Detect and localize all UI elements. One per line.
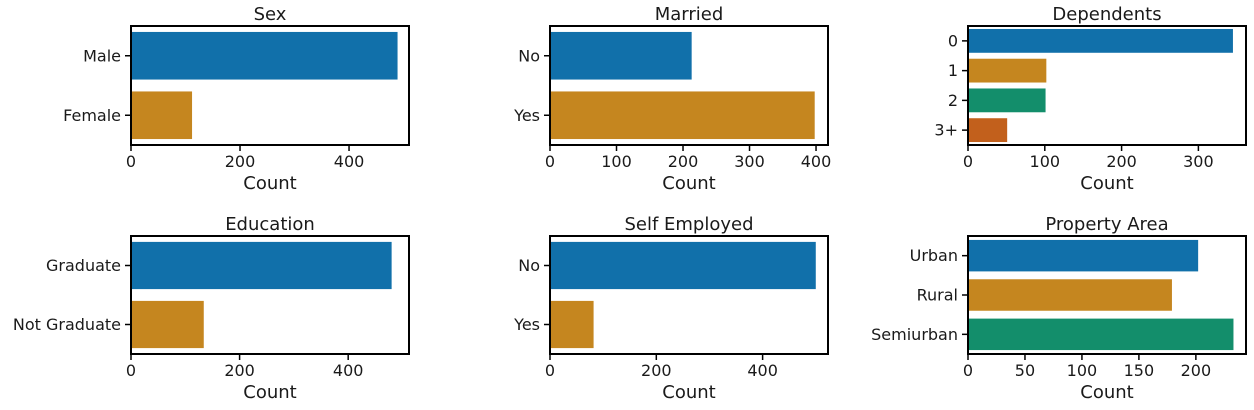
property-area-xtick-label: 100 <box>1067 361 1098 380</box>
education-chart: Graduate Not Graduate 0 200 400 Count Educatio… <box>13 214 410 403</box>
married-ytick-label: Yes <box>513 106 540 125</box>
married-xtick-label: 400 <box>801 152 832 171</box>
education-xtick-label: 200 <box>224 361 255 380</box>
sex-title: Sex <box>254 4 287 25</box>
married-axes-frame <box>549 25 829 146</box>
married-ytick-label: No <box>518 46 540 65</box>
self-employed-axes-frame <box>549 235 829 355</box>
education-bar-graduate <box>131 241 392 290</box>
sex-chart: Male Female 0 200 400 Count Sex <box>63 4 410 194</box>
property-area-ytick-label: Semiurban <box>871 325 958 344</box>
married-xtick-label: 200 <box>668 152 699 171</box>
married-xtick-label: 300 <box>734 152 765 171</box>
self-employed-xlabel: Count <box>662 382 715 403</box>
self-employed-ytick-label: No <box>518 256 540 275</box>
married-xlabel: Count <box>662 173 715 194</box>
self-employed-bar-no <box>550 241 816 290</box>
sex-ytick-label: Female <box>63 106 121 125</box>
dependents-ytick-label: 3+ <box>934 121 958 140</box>
dependents-xtick-label: 0 <box>963 152 973 171</box>
dependents-xtick-label: 200 <box>1106 152 1137 171</box>
married-chart: No Yes 0 100 200 300 400 Count Married <box>513 4 831 194</box>
property-area-bar-semiurban <box>968 318 1234 351</box>
property-area-chart: Urban Rural Semiurban 0 50 100 150 200 Count Prop… <box>871 214 1247 403</box>
married-bar-no <box>550 31 692 80</box>
self-employed-xtick-label: 400 <box>747 361 778 380</box>
property-area-xtick-label: 200 <box>1181 361 1212 380</box>
sex-xtick-label: 400 <box>334 152 365 171</box>
dependents-axes-frame <box>967 25 1247 146</box>
property-area-xtick-label: 150 <box>1124 361 1155 380</box>
self-employed-chart: No Yes 0 200 400 Count Self Employed <box>513 214 829 403</box>
dependents-bar-2 <box>968 88 1046 113</box>
property-area-ytick-label: Urban <box>910 246 958 265</box>
married-xtick-label: 100 <box>601 152 632 171</box>
sex-ytick-label: Male <box>83 46 121 65</box>
self-employed-xtick-label: 200 <box>641 361 672 380</box>
dependents-ytick-label: 1 <box>948 61 958 80</box>
property-area-bar-rural <box>968 279 1172 311</box>
married-title: Married <box>655 4 724 25</box>
education-ytick-label: Not Graduate <box>13 315 121 334</box>
education-xlabel: Count <box>243 382 296 403</box>
education-ytick-label: Graduate <box>46 256 121 275</box>
dependents-xtick-label: 100 <box>1030 152 1061 171</box>
property-area-axes-frame <box>967 235 1247 355</box>
self-employed-title: Self Employed <box>624 214 753 235</box>
dependents-ytick-label: 2 <box>948 91 958 110</box>
dependents-chart: 0 1 2 3+ 0 100 200 300 Count Dependents <box>934 4 1247 194</box>
education-title: Education <box>225 214 315 235</box>
education-axes-frame <box>130 235 410 355</box>
dependents-xlabel: Count <box>1080 173 1133 194</box>
dependents-xtick-label: 300 <box>1183 152 1214 171</box>
education-bar-not-graduate <box>131 300 204 349</box>
self-employed-ytick-label: Yes <box>513 315 540 334</box>
dependents-ytick-label: 0 <box>948 31 958 50</box>
self-employed-bar-yes <box>550 300 594 349</box>
property-area-xtick-label: 0 <box>963 361 973 380</box>
dependents-title: Dependents <box>1052 4 1161 25</box>
sex-axes-frame <box>130 25 410 146</box>
self-employed-xtick-label: 0 <box>545 361 555 380</box>
property-area-xtick-label: 50 <box>1015 361 1035 380</box>
married-bar-yes <box>550 91 815 140</box>
education-xtick-label: 400 <box>333 361 364 380</box>
sex-xlabel: Count <box>243 173 296 194</box>
property-area-ytick-label: Rural <box>917 286 958 305</box>
sex-xtick-label: 0 <box>126 152 136 171</box>
dependents-bar-1 <box>968 58 1047 83</box>
sex-bar-female <box>131 91 193 140</box>
sex-bar-male <box>131 31 398 80</box>
education-xtick-label: 0 <box>126 361 136 380</box>
property-area-xlabel: Count <box>1080 382 1133 403</box>
married-xtick-label: 0 <box>545 152 555 171</box>
property-area-bar-urban <box>968 239 1199 272</box>
dependents-bar-3 <box>968 118 1008 143</box>
sex-xtick-label: 200 <box>225 152 256 171</box>
property-area-title: Property Area <box>1045 214 1168 235</box>
dependents-bar-0 <box>968 28 1233 53</box>
